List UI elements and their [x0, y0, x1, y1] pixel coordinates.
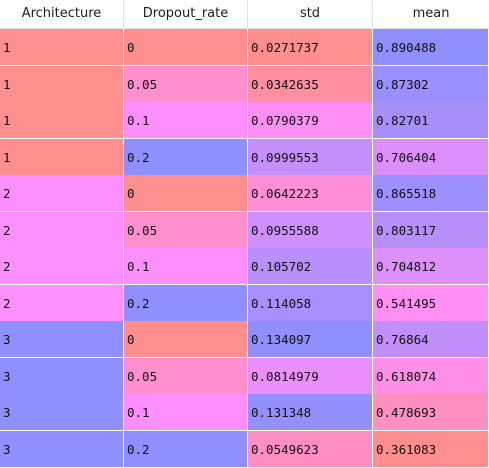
- cell-dropout-rate[interactable]: 0.05: [124, 65, 248, 103]
- table-row[interactable]: 2 0.2 0.114058 0.541495: [0, 284, 489, 322]
- cell-dropout-rate[interactable]: 0.1: [124, 102, 248, 139]
- cell-mean[interactable]: 0.618074: [373, 357, 489, 395]
- cell-mean[interactable]: 0.704812: [373, 248, 489, 285]
- table-row[interactable]: 2 0.1 0.105702 0.704812: [0, 248, 489, 285]
- cell-std[interactable]: 0.0955588: [248, 211, 373, 249]
- cell-dropout-rate[interactable]: 0: [124, 175, 248, 212]
- cell-dropout-rate[interactable]: 0.2: [124, 430, 248, 468]
- cell-mean[interactable]: 0.890488: [373, 29, 489, 66]
- cell-dropout-rate[interactable]: 0: [124, 29, 248, 66]
- cell-std[interactable]: 0.0642223: [248, 175, 373, 212]
- cell-mean[interactable]: 0.87302: [373, 65, 489, 103]
- table-row[interactable]: 3 0 0.134097 0.76864: [0, 321, 489, 358]
- cell-dropout-rate[interactable]: 0.1: [124, 394, 248, 431]
- cell-std[interactable]: 0.0814979: [248, 357, 373, 395]
- cell-dropout-rate[interactable]: 0.2: [124, 284, 248, 322]
- cell-std[interactable]: 0.134097: [248, 321, 373, 358]
- cell-architecture[interactable]: 1: [0, 102, 124, 139]
- cell-dropout-rate[interactable]: 0: [124, 321, 248, 358]
- cell-mean[interactable]: 0.361083: [373, 430, 489, 468]
- cell-mean[interactable]: 0.803117: [373, 211, 489, 249]
- column-header-std[interactable]: std: [248, 0, 373, 28]
- cell-architecture[interactable]: 2: [0, 211, 124, 249]
- cell-architecture[interactable]: 3: [0, 321, 124, 358]
- cell-architecture[interactable]: 3: [0, 357, 124, 395]
- cell-dropout-rate[interactable]: 0.2: [124, 138, 248, 176]
- cell-mean[interactable]: 0.865518: [373, 175, 489, 212]
- table-row[interactable]: 3 0.2 0.0549623 0.361083: [0, 430, 489, 468]
- table-row[interactable]: 3 0.05 0.0814979 0.618074: [0, 357, 489, 395]
- cell-std[interactable]: 0.0271737: [248, 29, 373, 66]
- cell-std[interactable]: 0.0790379: [248, 102, 373, 139]
- cell-architecture[interactable]: 1: [0, 65, 124, 103]
- table-row[interactable]: 1 0.2 0.0999553 0.706404: [0, 138, 489, 176]
- column-header-dropout-rate[interactable]: Dropout_rate: [124, 0, 248, 28]
- cell-mean[interactable]: 0.541495: [373, 284, 489, 322]
- table-row[interactable]: 3 0.1 0.131348 0.478693: [0, 394, 489, 431]
- column-header-architecture[interactable]: Architecture: [0, 0, 124, 28]
- cell-mean[interactable]: 0.478693: [373, 394, 489, 431]
- table-row[interactable]: 2 0.05 0.0955588 0.803117: [0, 211, 489, 249]
- cell-std[interactable]: 0.0999553: [248, 138, 373, 176]
- cell-dropout-rate[interactable]: 0.1: [124, 248, 248, 285]
- cell-architecture[interactable]: 2: [0, 175, 124, 212]
- table-row[interactable]: 1 0.1 0.0790379 0.82701: [0, 102, 489, 139]
- cell-architecture[interactable]: 3: [0, 430, 124, 468]
- cell-std[interactable]: 0.114058: [248, 284, 373, 322]
- cell-architecture[interactable]: 2: [0, 248, 124, 285]
- cell-architecture[interactable]: 2: [0, 284, 124, 322]
- cell-architecture[interactable]: 1: [0, 138, 124, 176]
- cell-architecture[interactable]: 1: [0, 29, 124, 66]
- column-header-mean[interactable]: mean: [412, 6, 450, 21]
- cell-dropout-rate[interactable]: 0.05: [124, 211, 248, 249]
- cell-mean[interactable]: 0.82701: [373, 102, 489, 139]
- cell-dropout-rate[interactable]: 0.05: [124, 357, 248, 395]
- cell-mean[interactable]: 0.706404: [373, 138, 489, 176]
- cell-std[interactable]: 0.105702: [248, 248, 373, 285]
- cell-std[interactable]: 0.131348: [248, 394, 373, 431]
- table-row[interactable]: 1 0.05 0.0342635 0.87302: [0, 65, 489, 103]
- cell-std[interactable]: 0.0549623: [248, 430, 373, 468]
- cell-std[interactable]: 0.0342635: [248, 65, 373, 103]
- table-row[interactable]: 2 0 0.0642223 0.865518: [0, 175, 489, 212]
- table-header: Architecture Dropout_rate std mean: [0, 0, 489, 29]
- table-row[interactable]: 1 0 0.0271737 0.890488: [0, 29, 489, 66]
- cell-architecture[interactable]: 3: [0, 394, 124, 431]
- cell-mean[interactable]: 0.76864: [373, 321, 489, 358]
